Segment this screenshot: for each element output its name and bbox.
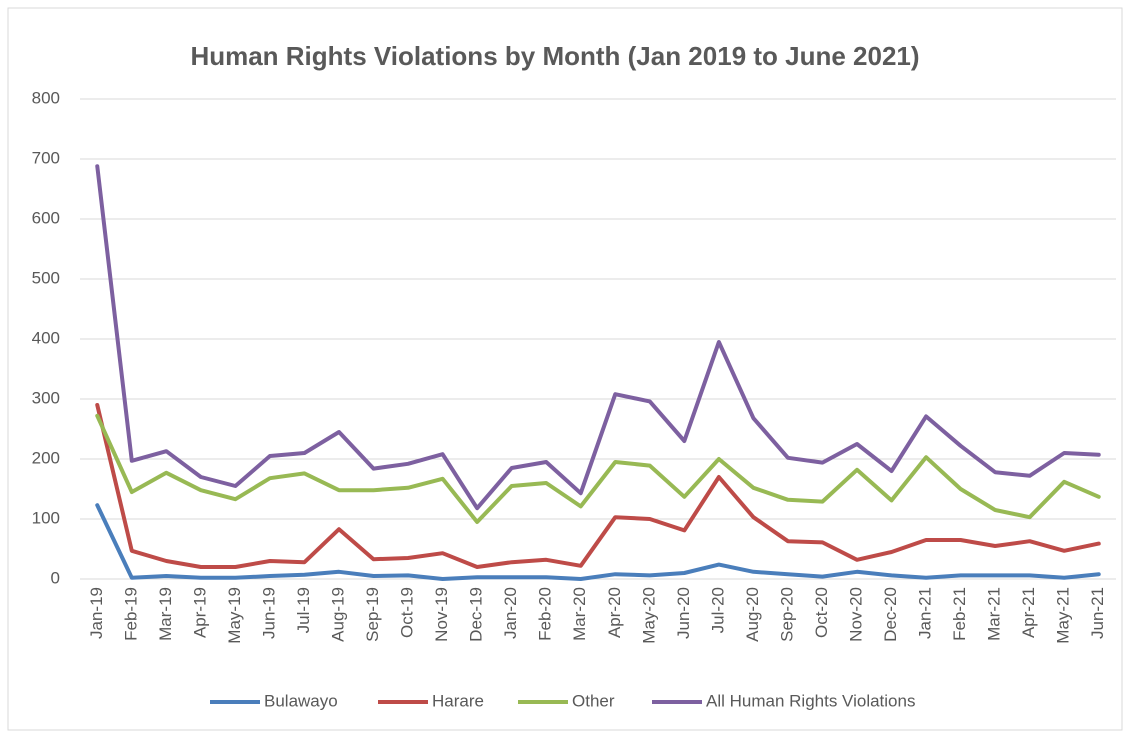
x-tick-label: Feb-21 [950, 587, 969, 641]
y-tick-label: 800 [32, 88, 60, 107]
x-tick-label: Jun-21 [1088, 587, 1107, 639]
x-tick-label: Dec-19 [467, 587, 486, 642]
y-tick-label: 300 [32, 388, 60, 407]
x-tick-label: Apr-21 [1019, 587, 1038, 638]
x-tick-label: Dec-20 [881, 587, 900, 642]
y-tick-label: 100 [32, 508, 60, 527]
series-line [95, 413, 1101, 524]
y-tick-label: 400 [32, 328, 60, 347]
y-tick-label: 600 [32, 208, 60, 227]
series-line [95, 164, 1101, 511]
x-tick-label: Mar-19 [156, 587, 175, 641]
legend-label: All Human Rights Violations [706, 691, 915, 710]
legend-label: Bulawayo [264, 691, 338, 710]
x-tick-label: Feb-19 [121, 587, 140, 641]
y-tick-label: 500 [32, 268, 60, 287]
x-tick-label: Nov-19 [432, 587, 451, 642]
x-tick-label: Jun-19 [259, 587, 278, 639]
chart-title: Human Rights Violations by Month (Jan 20… [190, 41, 919, 71]
x-tick-label: May-21 [1054, 587, 1073, 644]
x-tick-label: May-20 [639, 587, 658, 644]
x-tick-label: Mar-21 [985, 587, 1004, 641]
x-tick-label: Sep-20 [777, 587, 796, 642]
legend-label: Harare [432, 691, 484, 710]
x-tick-label: Jun-20 [674, 587, 693, 639]
x-tick-label: Jul-20 [708, 587, 727, 633]
y-tick-label: 700 [32, 148, 60, 167]
series-line [95, 403, 1101, 569]
x-tick-label: Aug-20 [743, 587, 762, 642]
x-tick-label: Mar-20 [570, 587, 589, 641]
x-tick-label: Jan-19 [87, 587, 106, 639]
x-tick-label: Aug-19 [328, 587, 347, 642]
y-tick-label: 0 [51, 568, 60, 587]
x-tick-label: Jan-20 [501, 587, 520, 639]
legend-label: Other [572, 691, 615, 710]
x-tick-label: Jan-21 [916, 587, 935, 639]
x-tick-label: Sep-19 [363, 587, 382, 642]
chart-border [7, 7, 1123, 731]
series-line [95, 503, 1101, 581]
x-tick-label: Feb-20 [536, 587, 555, 641]
x-tick-label: Oct-19 [398, 587, 417, 638]
y-tick-label: 200 [32, 448, 60, 467]
x-tick-label: May-19 [225, 587, 244, 644]
x-tick-label: Jul-19 [294, 587, 313, 633]
x-tick-label: Apr-20 [605, 587, 624, 638]
x-tick-label: Nov-20 [846, 587, 865, 642]
x-tick-label: Oct-20 [812, 587, 831, 638]
x-tick-label: Apr-19 [190, 587, 209, 638]
